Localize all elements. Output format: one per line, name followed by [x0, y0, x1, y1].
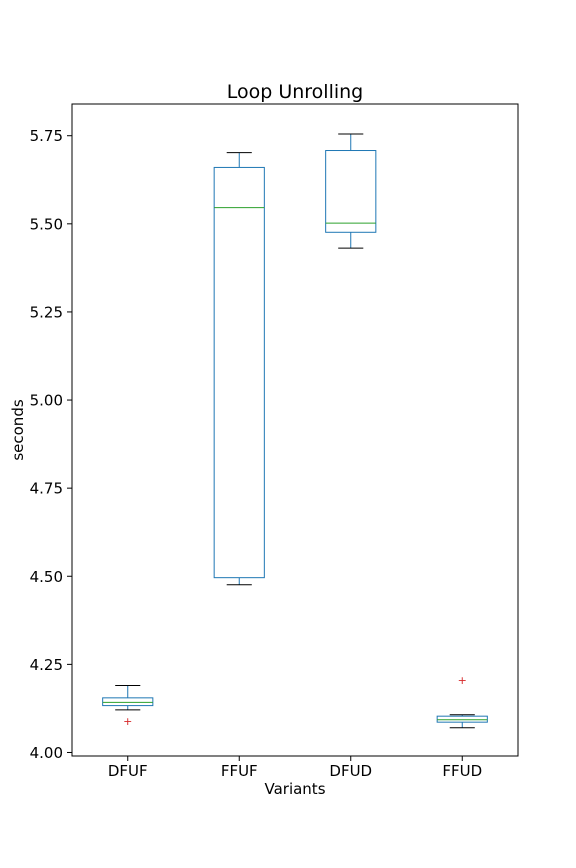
y-tick-label: 4.50: [30, 568, 63, 586]
iqr-box: [213, 166, 265, 579]
outlier-marker: +: [458, 674, 467, 687]
y-tick-label: 5.00: [30, 392, 63, 410]
y-tick-label: 4.25: [30, 656, 63, 674]
y-tick-label: 5.25: [30, 303, 63, 321]
box-dfuf: +: [102, 685, 154, 728]
x-axis-label: Variants: [264, 780, 325, 798]
box-dfud: [325, 133, 377, 249]
y-tick-label: 4.75: [30, 480, 63, 498]
chart-title: Loop Unrolling: [227, 81, 364, 103]
iqr-box: [102, 697, 154, 707]
plot-frame: [71, 103, 519, 757]
y-axis-label: seconds: [9, 399, 27, 460]
y-tick-label: 4.00: [30, 744, 63, 762]
boxes-layer: ++: [102, 133, 488, 729]
outlier-marker: +: [123, 715, 132, 728]
iqr-box: [325, 150, 377, 233]
x-tick-label: FFUF: [221, 762, 258, 780]
box-ffud: +: [436, 674, 488, 729]
x-axis-ticks: DFUF FFUF DFUD FFUD: [108, 756, 482, 780]
x-tick-label: DFUF: [108, 762, 148, 780]
iqr-box: [436, 715, 488, 723]
x-tick-label: FFUD: [442, 762, 482, 780]
y-axis-ticks: 4.00 4.25 4.50 4.75 5.00 5.25 5.50 5.75: [30, 127, 72, 762]
x-tick-label: DFUD: [329, 762, 372, 780]
box-ffuf: [213, 152, 265, 586]
y-tick-label: 5.50: [30, 215, 63, 233]
y-tick-label: 5.75: [30, 127, 63, 145]
